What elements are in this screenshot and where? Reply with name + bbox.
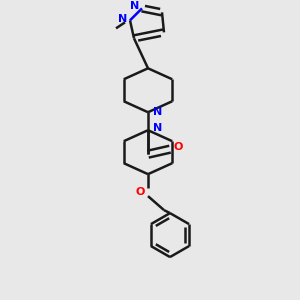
Text: N: N bbox=[118, 14, 127, 24]
Text: O: O bbox=[173, 142, 183, 152]
Text: N: N bbox=[130, 2, 140, 11]
Text: O: O bbox=[135, 187, 145, 197]
Text: N: N bbox=[153, 123, 163, 133]
Text: N: N bbox=[153, 107, 163, 117]
